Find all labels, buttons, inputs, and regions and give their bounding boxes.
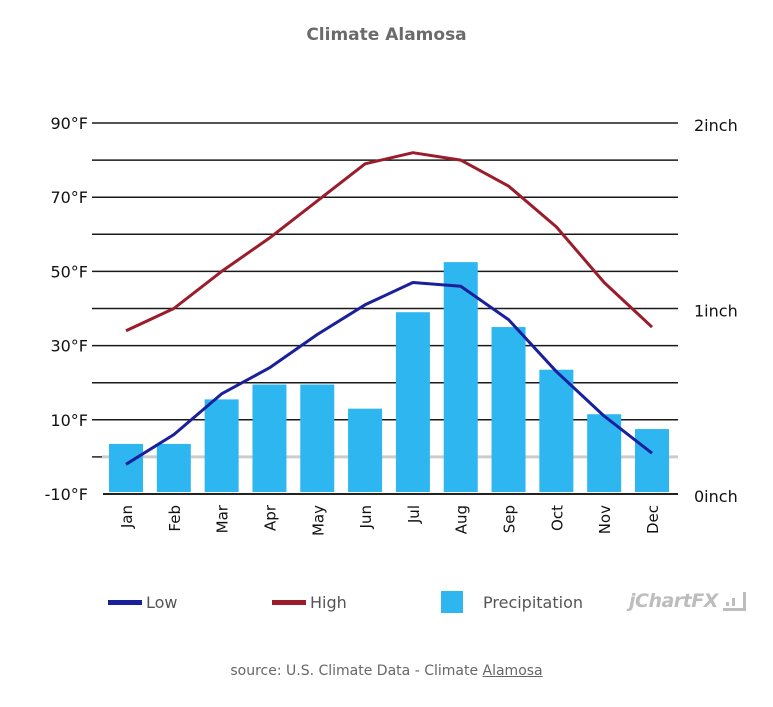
left-tick-label: 50°F [50, 262, 88, 281]
x-axis-label-feb: Feb [166, 505, 184, 532]
x-axis-label-nov: Nov [596, 505, 614, 534]
x-axis-label-may: May [309, 505, 327, 536]
temperature-lines [125, 151, 654, 466]
precipitation-bar-oct [539, 369, 574, 492]
right-tick-label: 0inch [694, 487, 738, 506]
line-high [125, 151, 654, 333]
chart-plot: 90°F 70°F 50°F 30°F 10°F -10°F 2inch 1inch 0inc… [45, 114, 738, 536]
legend-swatch-low [108, 599, 142, 605]
x-axis-label-jul: Jul [405, 505, 423, 524]
left-tick-label: 70°F [50, 188, 88, 207]
x-axis-label-dec: Dec [644, 505, 662, 534]
right-axis-ticks: 2inch 1inch 0inch [694, 116, 738, 506]
left-tick-label: 10°F [50, 411, 88, 430]
line-low [125, 281, 653, 466]
chart-title: Climate Alamosa [306, 25, 467, 45]
left-tick-label: -10°F [45, 485, 88, 504]
gridlines [92, 122, 678, 495]
legend-label-high: High [310, 592, 347, 612]
source-prefix: source: U.S. Climate Data - Climate [230, 663, 483, 679]
legend-item-precipitation[interactable]: Precipitation [441, 590, 583, 614]
precipitation-bar-feb [156, 443, 191, 492]
legend-item-high[interactable]: High [272, 590, 347, 614]
source-note: source: U.S. Climate Data - Climate Alam… [0, 663, 773, 679]
precipitation-bar-apr [252, 384, 287, 492]
legend-label-precipitation: Precipitation [483, 592, 584, 612]
precipitation-bar-may [300, 384, 335, 492]
x-axis-label-jan: Jan [118, 505, 136, 529]
jchartfx-logo-icon [722, 591, 746, 611]
x-axis-label-apr: Apr [261, 504, 279, 531]
precipitation-bars [109, 262, 669, 492]
x-axis-label-mar: Mar [214, 504, 232, 533]
precipitation-bar-jun [348, 408, 383, 492]
x-axis-label-jun: Jun [357, 505, 375, 529]
precipitation-bar-aug [443, 262, 478, 492]
left-axis-ticks: 90°F 70°F 50°F 30°F 10°F -10°F [45, 114, 88, 504]
left-tick-label: 90°F [50, 114, 88, 133]
legend-label-low: Low [146, 592, 178, 612]
precipitation-bar-jan [109, 443, 143, 492]
source-link-alamosa[interactable]: Alamosa [482, 663, 543, 679]
right-tick-label: 2inch [694, 116, 738, 135]
x-axis-labels: Jan Feb Mar Apr May Jun Jul Aug Sep Oct Nov Dec [118, 504, 662, 536]
brand-text: jChartFX [629, 590, 718, 612]
precipitation-bar-sep [491, 327, 526, 492]
precipitation-bar-nov [587, 414, 622, 492]
legend-item-low[interactable]: Low [108, 590, 178, 614]
legend-swatch-precipitation [441, 591, 463, 613]
right-tick-label: 1inch [694, 302, 738, 321]
legend-swatch-high [272, 599, 306, 605]
left-tick-label: 30°F [50, 337, 88, 356]
precipitation-bar-dec [635, 429, 669, 492]
precipitation-bar-mar [204, 399, 239, 492]
precipitation-bar-jul [395, 312, 430, 492]
x-axis-label-sep: Sep [501, 505, 519, 533]
x-axis-label-oct: Oct [548, 505, 566, 531]
jchartfx-brand: jChartFX [629, 590, 746, 612]
x-axis-label-aug: Aug [453, 505, 471, 534]
